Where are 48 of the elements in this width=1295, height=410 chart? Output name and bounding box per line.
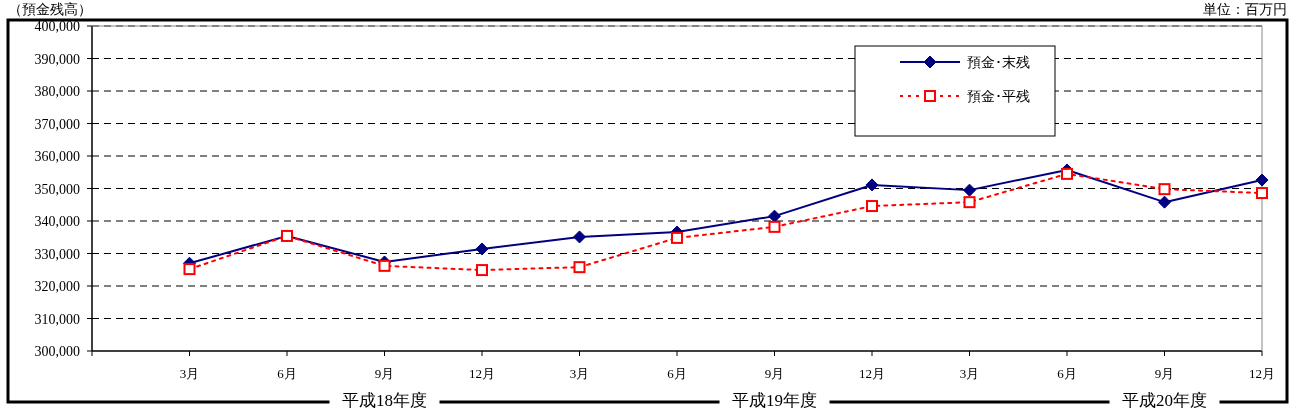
point	[1158, 183, 1171, 196]
y-tick-label: 390,000	[34, 51, 80, 67]
point	[963, 183, 976, 197]
point	[1255, 173, 1269, 187]
y-tick-label: 360,000	[34, 149, 80, 164]
x-tick-label: 12月	[469, 366, 495, 381]
x-tick-label: 9月	[1154, 366, 1175, 381]
x-tick-label: 9月	[374, 366, 395, 381]
point	[866, 200, 878, 213]
y-tick-label: 330,000	[34, 246, 80, 262]
y-tick-label: 400,000	[34, 19, 80, 34]
point	[573, 261, 586, 274]
x-tick-label: 9月	[764, 366, 785, 381]
point	[671, 231, 683, 244]
point	[378, 259, 391, 272]
x-tick-label: 12月	[1249, 366, 1275, 381]
group-label: 平成20年度	[1122, 391, 1207, 410]
point	[475, 242, 489, 256]
x-tick-label: 3月	[179, 366, 200, 381]
point	[476, 264, 488, 277]
group-label: 平成18年度	[342, 391, 427, 410]
legend-label: 預金･末残	[967, 55, 1030, 70]
note: （預金残高）	[8, 2, 92, 17]
legend-label: 預金･平残	[967, 89, 1030, 104]
x-tick-label: 6月	[277, 366, 297, 381]
point	[1158, 195, 1171, 209]
x-tick-label: 3月	[959, 366, 980, 381]
x-tick-label: 12月	[859, 366, 885, 381]
point	[768, 209, 781, 223]
point	[1061, 167, 1073, 180]
y-tick-label: 370,000	[34, 116, 80, 132]
y-tick-label: 380,000	[34, 84, 80, 99]
y-tick-label: 340,000	[34, 214, 80, 229]
y-tick-label: 350,000	[34, 181, 80, 197]
point	[183, 263, 196, 276]
point	[1256, 187, 1268, 200]
point	[573, 230, 586, 244]
y-tick-label: 300,000	[34, 344, 80, 359]
x-tick-label: 3月	[569, 366, 590, 381]
point	[963, 196, 976, 209]
y-tick-label: 320,000	[34, 279, 80, 294]
x-tick-label: 6月	[667, 366, 687, 381]
point	[768, 220, 781, 233]
y-tick-label: 310,000	[34, 311, 80, 327]
group-label: 平成19年度	[732, 391, 817, 410]
note: 単位：百万円	[1203, 2, 1287, 17]
point	[865, 178, 879, 192]
x-tick-label: 6月	[1057, 366, 1077, 381]
